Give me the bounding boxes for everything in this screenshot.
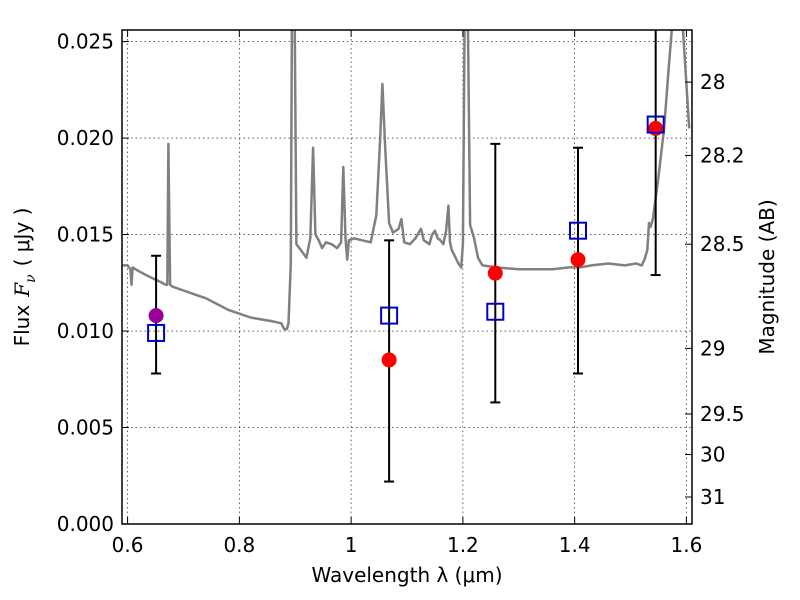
y-label-subscript: ν [23, 274, 39, 283]
y-axis-label: Flux Fν ( μJy ) [10, 208, 39, 347]
y-label-symbol: F [10, 282, 34, 298]
y-label-prefix: Flux [10, 305, 34, 347]
y2-tick-label: 29 [700, 336, 725, 360]
x-axis-label: Wavelength λ (μm) [311, 563, 502, 587]
plot-frame [121, 29, 693, 525]
grid [122, 30, 692, 525]
x-tick-label: 0.8 [223, 533, 255, 557]
y2-axis-label: Magnitude (AB) [755, 199, 779, 354]
x-tick-label: 1 [345, 533, 358, 557]
observed-point [381, 352, 397, 368]
observed-point [570, 252, 586, 268]
model-photometry-square [569, 221, 587, 240]
observed-point [148, 308, 164, 324]
model-photometry-square [646, 115, 665, 134]
model-photometry-square [380, 306, 399, 325]
x-tick-label: 0.6 [112, 533, 144, 557]
model-photometry-square [486, 302, 505, 321]
y2-tick-label: 28.2 [700, 143, 745, 167]
model-photometry-square [147, 323, 166, 342]
y2-tick-label: 28 [700, 70, 725, 94]
y2-tick-label: 31 [700, 485, 725, 509]
y-tick-label: 0.010 [57, 319, 114, 343]
y-tick-label: 0.005 [57, 416, 114, 440]
observed-point [648, 120, 664, 136]
y-tick-label: 0.000 [57, 512, 114, 536]
observed-point [487, 265, 503, 281]
data-layer [122, 30, 691, 483]
y-label-unit: ( μJy ) [10, 208, 34, 267]
y2-tick-label: 28.5 [700, 232, 745, 256]
y-tick-label: 0.020 [57, 126, 114, 150]
x-tick-label: 1.2 [447, 533, 479, 557]
x-tick-label: 1.4 [559, 533, 591, 557]
y2-tick-label: 29.5 [700, 402, 745, 426]
y-tick-label: 0.025 [57, 30, 114, 54]
y2-tick-label: 30 [700, 443, 725, 467]
ticks: 0.6 0.8 1 1.2 1.4 1.6 0.000 0.005 0.010 0.015 0.02… [57, 30, 745, 557]
y-tick-label: 0.015 [57, 223, 114, 247]
x-tick-label: 1.6 [671, 533, 703, 557]
model-spectrum-line [122, 30, 691, 331]
